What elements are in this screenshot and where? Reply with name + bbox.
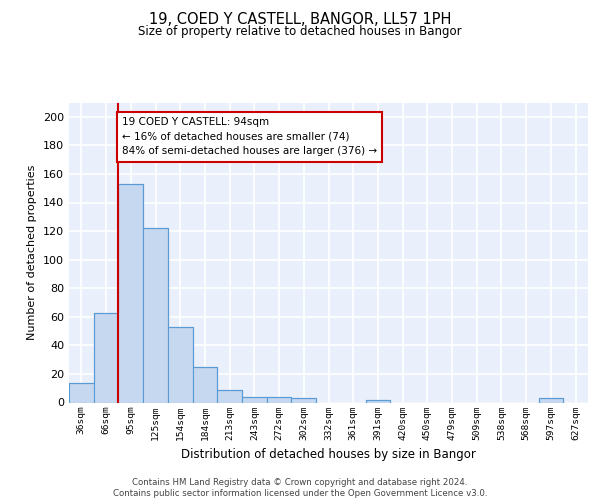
Bar — [143, 228, 168, 402]
Bar — [94, 312, 118, 402]
Bar — [539, 398, 563, 402]
Bar — [365, 400, 390, 402]
Bar — [267, 397, 292, 402]
Text: 19 COED Y CASTELL: 94sqm
← 16% of detached houses are smaller (74)
84% of semi-d: 19 COED Y CASTELL: 94sqm ← 16% of detach… — [122, 117, 377, 156]
Bar — [217, 390, 242, 402]
Text: Contains HM Land Registry data © Crown copyright and database right 2024.
Contai: Contains HM Land Registry data © Crown c… — [113, 478, 487, 498]
Y-axis label: Number of detached properties: Number of detached properties — [28, 165, 37, 340]
Text: Size of property relative to detached houses in Bangor: Size of property relative to detached ho… — [138, 25, 462, 38]
Bar — [118, 184, 143, 402]
Bar — [193, 367, 217, 402]
X-axis label: Distribution of detached houses by size in Bangor: Distribution of detached houses by size … — [181, 448, 476, 461]
Bar — [292, 398, 316, 402]
Bar — [242, 397, 267, 402]
Bar — [69, 382, 94, 402]
Text: 19, COED Y CASTELL, BANGOR, LL57 1PH: 19, COED Y CASTELL, BANGOR, LL57 1PH — [149, 12, 451, 28]
Bar — [168, 327, 193, 402]
